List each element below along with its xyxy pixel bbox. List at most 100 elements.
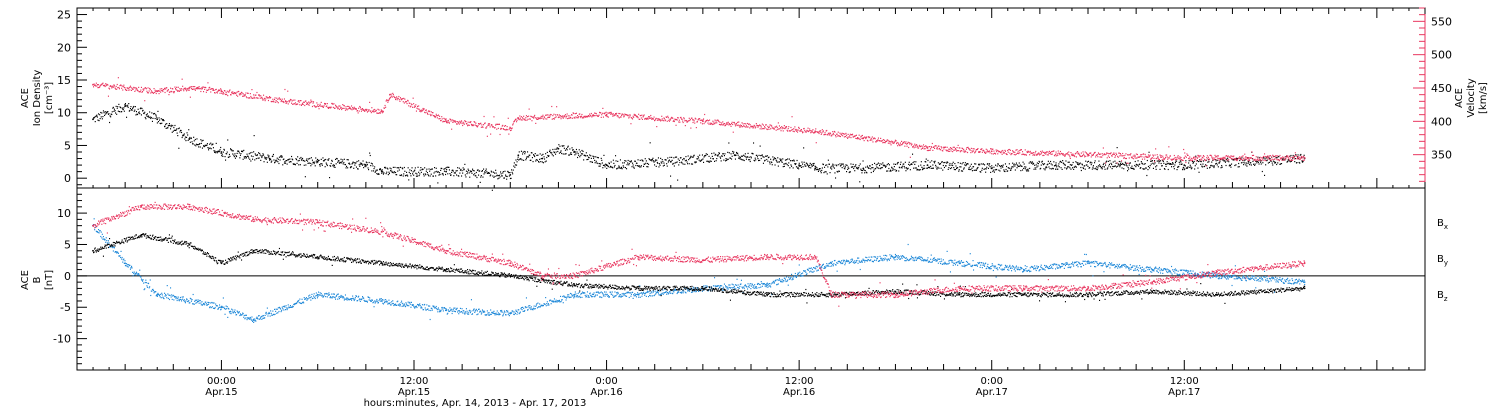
data-point: [1127, 170, 1129, 172]
data-point: [632, 118, 634, 120]
data-point: [431, 112, 433, 114]
data-point: [188, 300, 190, 302]
data-point: [945, 146, 947, 148]
data-point: [1082, 151, 1084, 153]
data-point: [903, 163, 905, 165]
data-point: [1017, 164, 1019, 166]
data-point: [991, 165, 993, 167]
data-point: [958, 170, 960, 172]
data-point: [1199, 155, 1201, 157]
data-point: [846, 134, 848, 136]
data-point: [734, 123, 736, 125]
data-point: [505, 175, 507, 177]
data-point: [602, 107, 604, 109]
data-point: [149, 279, 151, 281]
data-point: [937, 162, 939, 164]
data-point: [215, 303, 217, 305]
data-point: [364, 109, 366, 111]
data-point: [951, 163, 953, 165]
data-point: [779, 158, 781, 160]
data-point: [718, 120, 720, 123]
data-point: [1231, 163, 1233, 165]
data-point: [1048, 162, 1050, 164]
data-point: [1242, 159, 1244, 161]
data-point: [942, 169, 944, 171]
data-point: [303, 297, 305, 299]
data-point: [1205, 164, 1207, 166]
data-point: [558, 152, 560, 154]
data-point: [502, 128, 504, 130]
data-point: [136, 272, 138, 274]
data-point: [340, 107, 342, 109]
data-point: [689, 156, 691, 159]
data-point: [1290, 160, 1292, 162]
data-point: [797, 129, 799, 131]
data-point: [357, 168, 359, 170]
data-point: [472, 125, 474, 127]
data-point: [931, 142, 933, 145]
data-point: [966, 147, 968, 149]
data-point: [1243, 158, 1245, 161]
data-point: [925, 145, 927, 147]
data-point: [971, 170, 973, 172]
data-point: [259, 95, 261, 97]
data-point: [1124, 154, 1126, 156]
data-point: [530, 116, 532, 118]
data-point: [315, 292, 317, 294]
data-point: [979, 151, 981, 153]
data-point: [258, 315, 260, 317]
data-point: [495, 124, 497, 126]
data-point: [670, 119, 672, 121]
data-point: [654, 164, 656, 166]
data-point: [967, 146, 969, 148]
data-point: [228, 91, 230, 93]
data-point: [564, 153, 566, 155]
data-point: [923, 168, 925, 170]
data-point: [185, 89, 187, 91]
data-point: [114, 110, 116, 112]
data-point: [309, 101, 311, 103]
data-point: [567, 115, 569, 117]
data-point: [1069, 157, 1071, 159]
data-point: [1116, 162, 1118, 164]
data-point: [555, 151, 557, 153]
data-point: [227, 139, 229, 141]
data-point: [828, 134, 830, 136]
data-point: [181, 300, 183, 302]
data-point: [783, 127, 785, 129]
data-point: [547, 116, 549, 119]
data-point: [716, 158, 718, 160]
data-point: [550, 152, 552, 154]
data-point: [687, 121, 689, 123]
data-point: [246, 97, 248, 99]
data-point: [1039, 161, 1041, 163]
data-point: [519, 115, 521, 117]
data-point: [250, 97, 252, 99]
data-point: [365, 166, 367, 168]
data-point: [841, 167, 843, 169]
data-point: [783, 125, 785, 127]
data-point: [711, 123, 713, 126]
data-point: [198, 146, 200, 148]
data-point: [1292, 154, 1294, 157]
data-point: [654, 119, 656, 121]
data-point: [162, 296, 164, 298]
data-point: [1189, 159, 1191, 161]
data-point: [907, 167, 909, 169]
data-point: [561, 152, 563, 155]
data-point: [907, 143, 909, 145]
data-point: [508, 172, 510, 174]
data-point: [308, 101, 310, 103]
data-point: [208, 302, 210, 304]
data-point: [1018, 165, 1020, 167]
data-point: [599, 111, 601, 113]
data-point: [176, 132, 178, 134]
data-point: [277, 312, 279, 314]
data-point: [575, 148, 577, 151]
data-point: [151, 290, 153, 292]
data-point: [971, 151, 973, 153]
data-point: [705, 120, 707, 122]
data-point: [365, 108, 367, 110]
data-point: [371, 170, 373, 172]
data-point: [885, 141, 887, 143]
